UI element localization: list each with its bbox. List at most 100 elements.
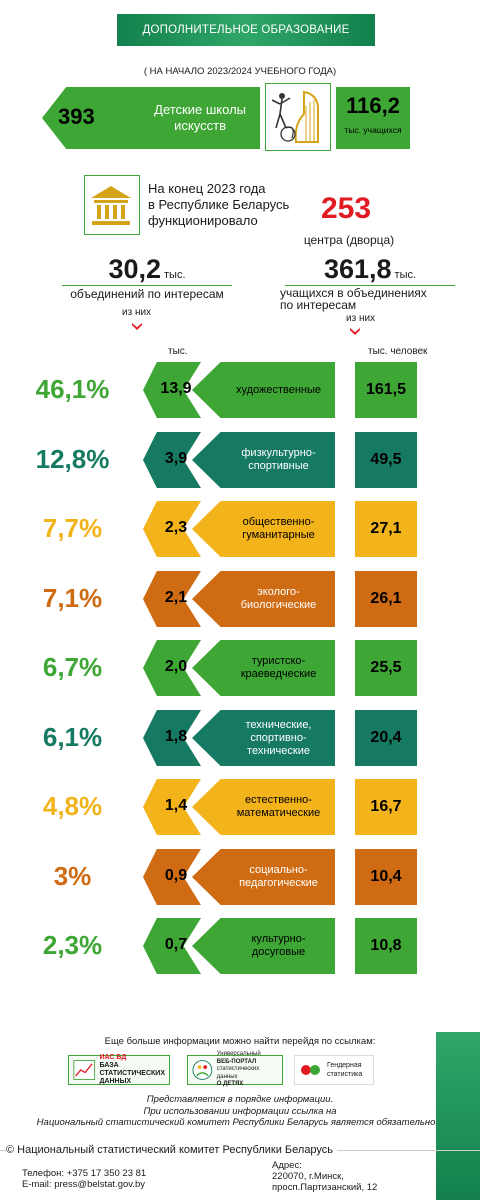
centers-label: центра (дворца): [303, 233, 395, 247]
building-icon: [84, 175, 140, 235]
children-portal-link[interactable]: Универсальный ВЕБ-ПОРТАЛ статистических …: [187, 1051, 283, 1087]
art-schools-students-unit: тыс. учащихся: [344, 125, 402, 135]
children-icon: [192, 1060, 213, 1080]
usage-note-line2: При использовании информации ссылка на: [143, 1105, 337, 1117]
gender-statistics-link[interactable]: Гендерная статистика: [294, 1055, 374, 1085]
category-percent: 7,7%: [42, 513, 103, 543]
category-students: 27,1: [370, 520, 402, 537]
children-portal-line4: О ДЕТЯХ: [216, 1081, 244, 1088]
category-name-box: естественно-математические: [192, 779, 335, 835]
category-name-line1: общественно-: [242, 516, 315, 528]
category-name-line1: эколого-: [257, 586, 300, 598]
email-link[interactable]: E-mail: press@belstat.gov.by: [22, 1179, 145, 1190]
art-schools-count: 393: [58, 104, 95, 129]
gender-icon: [301, 1065, 320, 1075]
category-students-box: 20,4: [355, 710, 417, 766]
associations-column-unit: тыс.: [168, 346, 188, 357]
category-name-line2: досуговые: [251, 946, 306, 958]
associations-block: 30,2 тыс.: [62, 254, 232, 285]
category-name-line1: туристско-: [251, 655, 306, 667]
category-name-line1: культурно-: [251, 933, 306, 945]
category-percent: 3%: [53, 861, 92, 891]
category-count: 3,9: [164, 450, 188, 467]
database-link-line3: ДАННЫХ: [99, 1078, 132, 1085]
gender-link-line1: Гендерная: [327, 1062, 362, 1069]
students-assoc-label-line1: учащихся в объединениях: [280, 286, 427, 300]
contacts: Телефон: +375 17 350 23 81 E-mail: press…: [22, 1168, 146, 1190]
category-name-line1: технические,: [245, 718, 312, 731]
category-count: 1,8: [164, 728, 188, 745]
category-name-box: художественные: [192, 362, 335, 418]
children-portal-line3: статистических данных: [216, 1066, 260, 1080]
centers-text-line2: в Республике Беларусь: [148, 197, 290, 212]
associations-label: объединений по интересам: [70, 287, 224, 301]
category-percent: 12,8%: [35, 444, 110, 474]
category-students: 10,4: [370, 868, 402, 885]
category-students: 161,5: [365, 381, 407, 398]
students-assoc-column-unit: тыс. человек: [368, 346, 428, 357]
category-name-line2: математические: [236, 807, 321, 819]
usage-note-line1: Представляется в порядке информации.: [146, 1094, 334, 1105]
page-title-banner: ДОПОЛНИТЕЛЬНОЕ ОБРАЗОВАНИЕ: [117, 14, 375, 46]
category-name-box: технические, спортивно-технические: [192, 710, 335, 766]
category-count: 1,4: [164, 797, 188, 814]
centers-text: На конец 2023 года в Республике Беларусь…: [148, 181, 313, 229]
students-assoc-divider: [285, 285, 455, 286]
category-students-box: 49,5: [355, 432, 417, 488]
category-students-box: 10,4: [355, 849, 417, 905]
students-assoc-value: 361,8: [323, 254, 392, 284]
category-percent: 46,1%: [35, 374, 110, 404]
category-students: 16,7: [370, 798, 402, 815]
address: Адрес: 220070, г.Минск, просп.Партизанск…: [272, 1160, 377, 1193]
category-percent: 2,3%: [42, 930, 103, 960]
address-line2: 220070, г.Минск,: [272, 1171, 344, 1182]
more-info-text: Еще больше информации можно найти перейд…: [104, 1036, 376, 1047]
category-count: 0,9: [164, 867, 188, 884]
students-assoc-label-line2: по интересам: [280, 298, 357, 312]
category-count: 0,7: [164, 936, 188, 953]
category-name-line2: краеведческие: [240, 668, 317, 680]
category-name-line1: художественные: [235, 383, 322, 396]
database-link[interactable]: ИАС БД БАЗА СТАТИСТИЧЕСКИХ ДАННЫХ: [68, 1054, 170, 1085]
category-name-box: культурно-досуговые: [192, 918, 335, 974]
category-name-box: туристско-краеведческие: [192, 640, 335, 696]
address-line3: просп.Партизанский, 12: [272, 1182, 378, 1193]
database-link-line2: СТАТИСТИЧЕСКИХ: [99, 1070, 165, 1077]
associations-unit: тыс.: [164, 269, 186, 281]
database-link-abbr: ИАС БД: [99, 1054, 127, 1061]
students-assoc-label: учащихся в объединениях по интересам: [280, 287, 460, 311]
category-name-line1: естественно-: [245, 794, 312, 806]
category-students-box: 27,1: [355, 501, 417, 557]
category-students: 10,8: [370, 937, 402, 954]
address-line1: Адрес:: [272, 1160, 302, 1171]
associations-value: 30,2: [108, 254, 162, 284]
chevron-down-icon: [350, 328, 360, 335]
category-students: 20,4: [370, 729, 402, 746]
category-percent: 4,8%: [42, 791, 103, 821]
category-students-box: 16,7: [355, 779, 417, 835]
category-name-line3: технические: [247, 744, 310, 757]
art-schools-students-box: 116,2 тыс. учащихся: [336, 87, 410, 149]
category-count: 2,1: [164, 589, 188, 606]
associations-of-them: из них: [122, 307, 152, 318]
phone-text: Телефон: +375 17 350 23 81: [22, 1168, 147, 1179]
category-students-box: 10,8: [355, 918, 417, 974]
category-name-line1: физкультурно-: [241, 447, 316, 459]
page-subtitle: ( НА НАЧАЛО 2023/2024 УЧЕБНОГО ГОДА): [143, 66, 337, 77]
category-name-line2: гуманитарные: [242, 529, 315, 541]
usage-note: Представляется в порядке информации. При…: [0, 1094, 480, 1129]
category-name-box: физкультурно-спортивные: [192, 432, 335, 488]
copyright: © Национальный статистический комитет Ре…: [6, 1144, 338, 1156]
category-name-line1: социально-: [249, 864, 308, 876]
children-portal-line1: Универсальный: [216, 1051, 261, 1058]
centers-text-line3: функционировало: [148, 213, 258, 228]
students-assoc-block: 361,8 тыс.: [285, 254, 455, 285]
category-name-line2: педагогические: [239, 877, 318, 889]
database-link-line1: БАЗА: [99, 1062, 119, 1069]
category-students-box: 161,5: [355, 362, 417, 418]
art-schools-students: 116,2: [346, 93, 400, 118]
decorative-stripe: [436, 1032, 480, 1200]
centers-text-line1: На конец 2023 года: [148, 181, 266, 196]
category-name-line2: спортивные: [248, 460, 309, 472]
children-portal-line2: ВЕБ-ПОРТАЛ: [216, 1058, 257, 1065]
